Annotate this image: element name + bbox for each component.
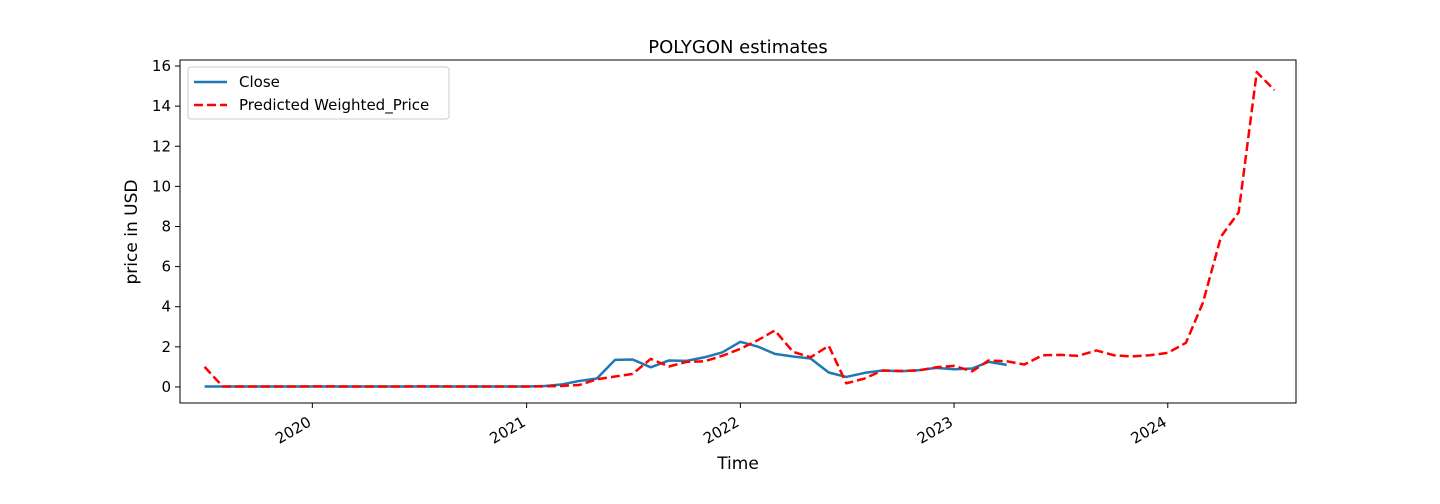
x-axis-label: Time — [716, 454, 759, 474]
y-tick-label: 0 — [161, 378, 171, 396]
series-line-0 — [204, 340, 1007, 388]
y-tick-label: 4 — [161, 298, 171, 316]
y-tick-label: 8 — [161, 217, 171, 235]
legend: Close Predicted Weighted_Price — [187, 66, 450, 120]
y-tick-label: 12 — [152, 137, 171, 155]
plot-lines — [203, 70, 1276, 388]
y-tick-label: 6 — [161, 258, 171, 276]
series-line-1 — [203, 70, 1276, 388]
chart-title: POLYGON estimates — [648, 37, 828, 58]
y-tick-label: 2 — [161, 338, 171, 356]
legend-label-1: Predicted Weighted_Price — [239, 96, 429, 115]
plot-frame — [179, 59, 1297, 404]
legend-label-0: Close — [239, 73, 280, 91]
legend-box — [187, 66, 450, 120]
y-axis-label: price in USD — [122, 180, 142, 285]
y-tick-label: 16 — [152, 57, 171, 75]
y-tick-label: 14 — [152, 97, 171, 115]
y-tick-label: 10 — [152, 177, 171, 195]
y-axis: 0 2 4 6 8 10 12 14 16 — [152, 57, 180, 396]
